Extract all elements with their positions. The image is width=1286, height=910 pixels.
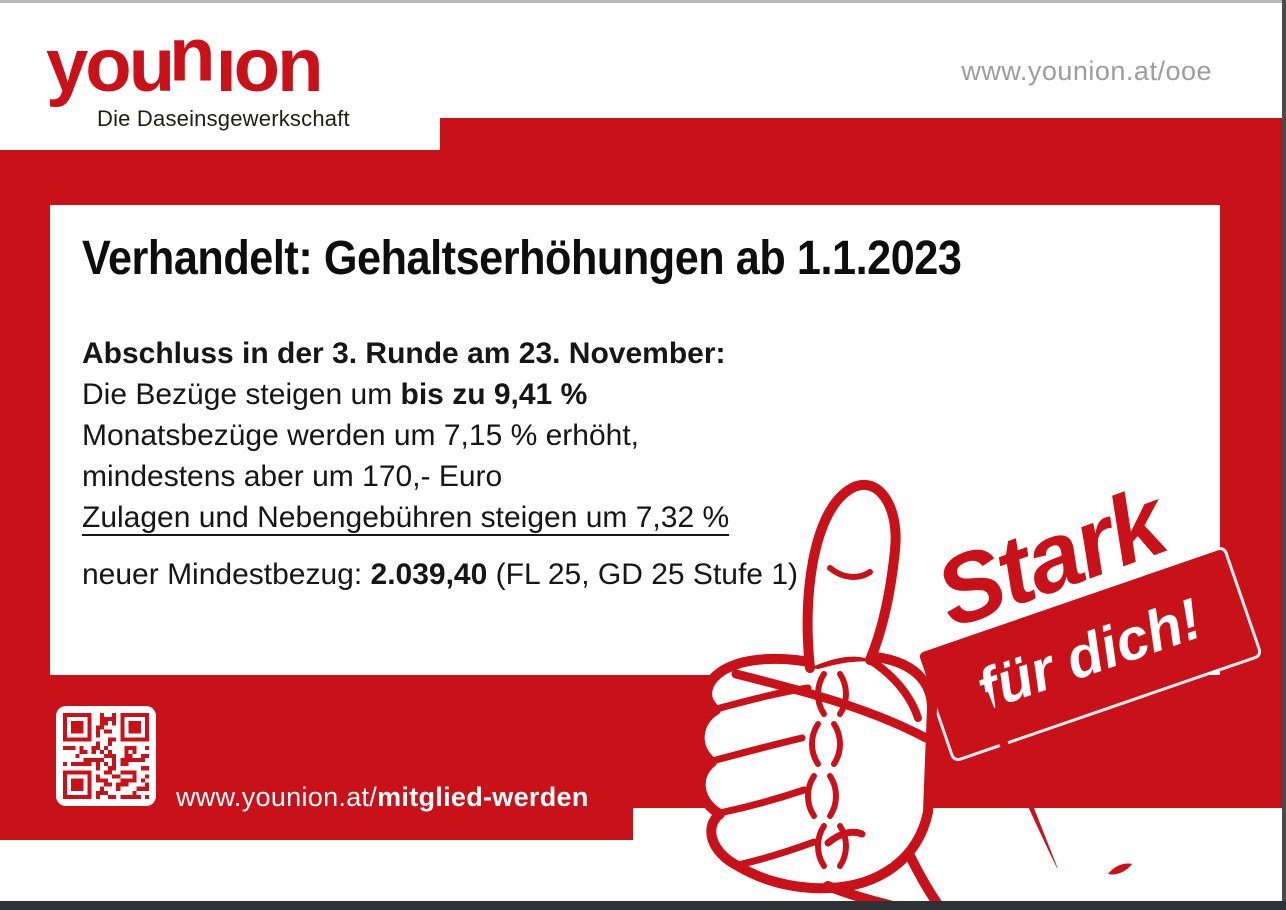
headline: Verhandelt: Gehaltserhöhungen ab 1.1.202… [82, 232, 962, 285]
body-line-2: Die Bezüge steigen um bis zu 9,41 % [82, 378, 588, 411]
website-link-ooe[interactable]: www.younion.at/ooe [961, 56, 1212, 86]
content-card: Verhandelt: Gehaltserhöhungen ab 1.1.202… [50, 205, 1220, 675]
mindestbezug-value: 2.039,40 [370, 558, 488, 591]
increase-max-value: bis zu 9,41 % [400, 378, 588, 411]
body-line-3: Monatsbezüge werden um 7,15 % erhöht, [82, 419, 640, 452]
logo-flipped-u: u [172, 23, 216, 108]
membership-link-bold: mitglied-werden [377, 782, 589, 812]
membership-link[interactable]: www.younion.at/mitglied-werden [176, 782, 589, 812]
body-line-4: mindestens aber um 170,- Euro [82, 460, 503, 493]
red-background-bottom [0, 808, 633, 840]
red-background-top [440, 118, 1286, 150]
window-right-edge [1282, 0, 1286, 910]
logo-part-1: you [46, 23, 175, 108]
younion-logo: youuıon [46, 23, 324, 108]
logo-tagline: Die Daseinsgewerkschaft [97, 106, 350, 131]
body-line-1: Abschluss in der 3. Runde am 23. Novembe… [82, 337, 726, 370]
mindestbezug-note: (FL 25, GD 25 Stufe 1) [487, 558, 798, 591]
window-bottom-bar [0, 901, 1286, 910]
body-text: Abschluss in der 3. Runde am 23. Novembe… [82, 333, 798, 595]
top-hairline [0, 0, 1286, 3]
body-line-5: Zulagen und Nebengebühren steigen um 7,3… [82, 501, 730, 534]
qr-code-icon [56, 706, 156, 806]
thumbs-up-hand-icon [694, 480, 1132, 910]
logo-part-3: ıon [215, 23, 324, 108]
body-line-6: neuer Mindestbezug: 2.039,40 (FL 25, GD … [82, 558, 798, 591]
